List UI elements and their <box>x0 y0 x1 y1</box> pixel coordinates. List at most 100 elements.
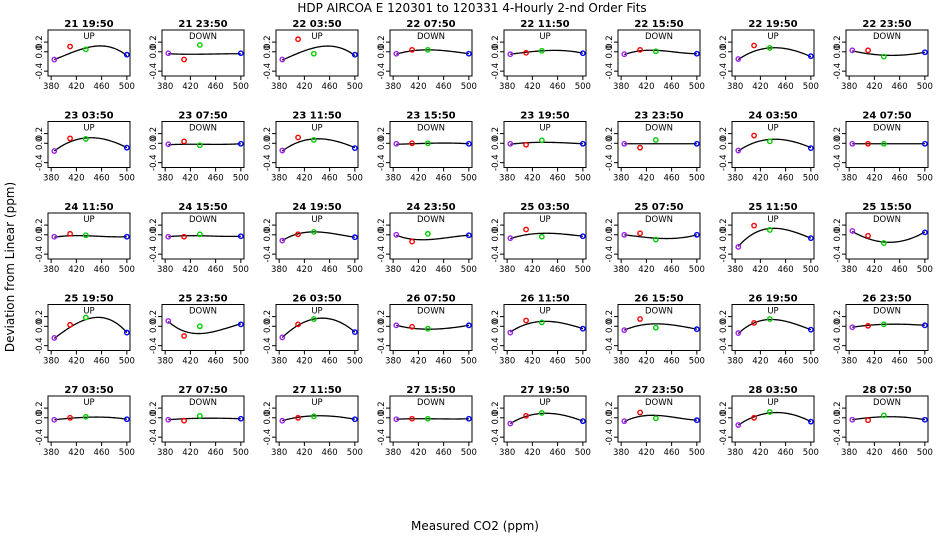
data-point <box>165 416 172 423</box>
panel-title: 26 15:50 <box>634 294 683 305</box>
x-tick-label: 380 <box>271 174 287 184</box>
x-tick-label: 420 <box>68 174 84 184</box>
data-point <box>880 240 887 246</box>
y-tick-label: 0.0 <box>605 320 615 334</box>
panel-title: 22 03:50 <box>292 19 341 30</box>
x-tick-label: 380 <box>727 448 743 458</box>
panel-title: 23 03:50 <box>64 111 113 122</box>
panel-direction: DOWN <box>189 124 217 134</box>
panel-frame <box>275 29 359 77</box>
fit-curve <box>624 323 697 331</box>
x-tick-label: 380 <box>613 357 629 367</box>
x-tick-label: 460 <box>663 357 679 367</box>
x-tick-label: 500 <box>461 357 477 367</box>
y-tick-label: 0.0 <box>491 411 501 425</box>
panel-direction: UP <box>767 215 778 225</box>
y-tick-label: 0.0 <box>605 45 615 59</box>
fit-curve <box>281 138 356 152</box>
panel: 22 19:50 UP 380 420 460 500 -0.4 0.00.2 <box>719 19 819 92</box>
fit-curve <box>509 412 584 425</box>
y-tick-label: -0.4 <box>149 337 159 354</box>
panel-title: 22 15:50 <box>634 19 683 30</box>
fit-curve <box>851 230 926 243</box>
x-tick-label: 380 <box>841 448 857 458</box>
data-point <box>295 231 301 238</box>
x-tick-label: 500 <box>803 448 819 458</box>
data-point <box>807 418 814 425</box>
panel-direction: DOWN <box>645 215 673 225</box>
fit-curve <box>168 143 241 146</box>
x-tick-label: 500 <box>119 357 135 367</box>
panel: 25 03:50 UP 380 420 460 500 -0.4 0.00.2 <box>491 202 591 275</box>
panel-direction: DOWN <box>873 398 901 408</box>
y-tick-label: 0.0 <box>149 137 159 151</box>
x-tick-label: 500 <box>119 265 135 275</box>
x-tick-label: 460 <box>891 265 907 275</box>
y-tick-label: 0.0 <box>833 45 843 59</box>
panel: 21 23:50 DOWN 380 420 460 500 -0.4 0.00.2 <box>149 19 249 92</box>
x-tick-label: 460 <box>549 265 565 275</box>
panel-title: 24 03:50 <box>748 111 797 122</box>
panel-frame <box>503 121 587 168</box>
data-point <box>865 322 871 329</box>
x-tick-label: 460 <box>891 357 907 367</box>
panel-frame <box>47 121 131 168</box>
data-point <box>196 231 203 238</box>
data-point <box>237 140 244 147</box>
x-tick-label: 460 <box>93 448 109 458</box>
panel-title: 27 03:50 <box>64 385 113 396</box>
panel-frame <box>503 29 587 77</box>
y-tick-label: 0.2 <box>605 310 615 324</box>
data-point <box>279 417 286 424</box>
data-point <box>393 416 400 423</box>
x-tick-label: 380 <box>43 265 59 275</box>
y-tick-label: -0.4 <box>35 337 45 354</box>
x-tick-label: 420 <box>638 82 654 92</box>
x-tick-label: 500 <box>803 174 819 184</box>
data-point <box>351 145 358 152</box>
y-tick-label: 0.2 <box>605 35 615 49</box>
panel-title: 22 11:50 <box>520 19 569 30</box>
data-point <box>637 46 643 53</box>
data-point <box>310 228 317 235</box>
data-point <box>766 227 773 233</box>
data-point <box>865 140 871 147</box>
x-tick-label: 420 <box>410 82 426 92</box>
x-tick-label: 500 <box>461 448 477 458</box>
y-tick-label: -0.4 <box>491 337 501 354</box>
x-tick-label: 380 <box>157 174 173 184</box>
data-point <box>409 46 415 53</box>
y-tick-label: 0.0 <box>833 411 843 425</box>
y-tick-label: -0.4 <box>491 246 501 263</box>
x-tick-label: 420 <box>752 174 768 184</box>
panel: 25 15:50 DOWN 380 420 460 500 -0.4 0.00.2 <box>833 202 933 275</box>
data-point <box>538 47 545 54</box>
panel-title: 26 11:50 <box>520 294 569 305</box>
y-tick-label: 0.2 <box>605 401 615 415</box>
y-tick-label: 0.0 <box>605 411 615 425</box>
y-tick-label: 0.0 <box>491 320 501 334</box>
x-tick-label: 460 <box>549 174 565 184</box>
y-tick-label: 0.2 <box>35 127 45 141</box>
panel-direction: DOWN <box>873 307 901 317</box>
panel-frame <box>389 212 473 260</box>
x-tick-label: 460 <box>777 82 793 92</box>
x-tick-label: 380 <box>385 82 401 92</box>
x-tick-label: 420 <box>638 357 654 367</box>
fit-curve <box>167 320 242 335</box>
y-tick-label: 0.0 <box>719 45 729 59</box>
data-point <box>637 144 643 151</box>
x-tick-label: 380 <box>727 82 743 92</box>
data-point <box>82 413 89 420</box>
data-point <box>165 318 172 324</box>
panel-frame <box>275 212 359 260</box>
data-point <box>865 47 871 54</box>
data-point <box>523 412 529 419</box>
x-tick-label: 460 <box>891 174 907 184</box>
x-tick-label: 460 <box>207 448 223 458</box>
x-tick-label: 500 <box>347 82 363 92</box>
data-point <box>849 140 856 147</box>
y-tick-label: 0.2 <box>149 310 159 324</box>
data-point <box>652 48 659 55</box>
